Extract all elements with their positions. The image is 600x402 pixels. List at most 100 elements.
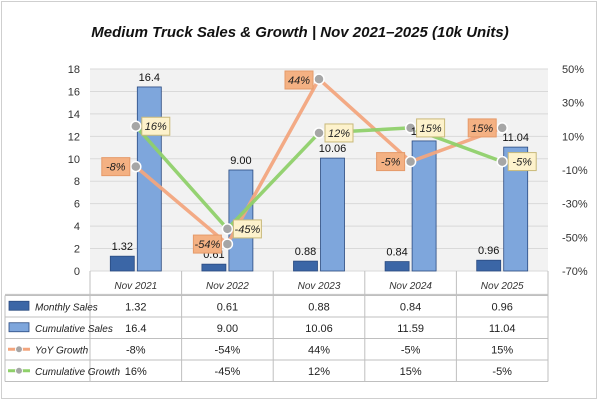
legend-label: YoY Growth bbox=[35, 345, 89, 356]
point-label-text: -45% bbox=[235, 224, 261, 236]
table-cell: 44% bbox=[308, 344, 330, 356]
point-label-box bbox=[376, 152, 406, 172]
plot-background bbox=[90, 69, 548, 271]
category-label: Nov 2025 bbox=[481, 281, 524, 292]
line-point bbox=[313, 127, 325, 139]
point-label-text: -5% bbox=[512, 157, 532, 169]
lines bbox=[130, 73, 508, 250]
category-label: Nov 2022 bbox=[206, 281, 249, 292]
point-label-box bbox=[324, 123, 354, 143]
table-cell: 12% bbox=[308, 366, 330, 378]
bar-label: 9.00 bbox=[230, 155, 251, 167]
y-tick-label: 0 bbox=[74, 266, 80, 278]
y-tick-label: 16 bbox=[68, 86, 80, 98]
table-cell: -54% bbox=[215, 344, 241, 356]
point-label-text: 15% bbox=[471, 123, 493, 135]
point-label: -5% bbox=[376, 152, 406, 172]
legend-key bbox=[8, 322, 30, 333]
table-cell: 0.88 bbox=[308, 301, 329, 313]
table-cell: 15% bbox=[491, 344, 513, 356]
line-point bbox=[313, 73, 325, 85]
point-label: -45% bbox=[232, 219, 262, 239]
legend-label: Monthly Sales bbox=[35, 302, 98, 313]
point-label-text: -54% bbox=[195, 239, 221, 251]
point-label-box bbox=[101, 157, 131, 177]
y-tick-label: 8 bbox=[74, 176, 80, 188]
point-label: -8% bbox=[101, 157, 131, 177]
y2-tick-label: -30% bbox=[562, 199, 588, 211]
bar-label: 0.88 bbox=[295, 246, 316, 258]
y2-tick-label: 30% bbox=[562, 98, 584, 110]
table-cell: 16% bbox=[125, 366, 147, 378]
table-cell: -5% bbox=[492, 366, 512, 378]
line-point bbox=[496, 122, 508, 134]
legend-key-marker bbox=[15, 366, 23, 375]
y2-tick-label: -70% bbox=[562, 266, 588, 278]
category-label: Nov 2024 bbox=[389, 281, 432, 292]
bar-monthly-sales bbox=[476, 259, 502, 272]
line-point bbox=[496, 155, 508, 168]
category-label: Nov 2021 bbox=[114, 281, 157, 292]
point-label: 44% bbox=[284, 70, 314, 90]
bar-monthly-sales bbox=[109, 255, 135, 272]
table-cell: -5% bbox=[401, 344, 421, 356]
y-axis-left: 0 2 4 6 8 10 12 14 16 18 bbox=[68, 64, 80, 278]
y-axis-right: -70% -50% -30% -10% 10% 30% 50% bbox=[562, 64, 588, 278]
point-label: 16% bbox=[141, 116, 171, 136]
line-point bbox=[404, 155, 417, 168]
point-label-text: -8% bbox=[106, 162, 126, 174]
point-label-box bbox=[232, 219, 262, 239]
point-label-box bbox=[284, 70, 314, 90]
y-tick-label: 18 bbox=[68, 64, 80, 76]
bar-label: 10.06 bbox=[319, 143, 347, 155]
legend-label: Cumulative Sales bbox=[35, 324, 113, 335]
line-point bbox=[130, 160, 142, 173]
y-tick-label: 4 bbox=[74, 221, 80, 233]
line-point bbox=[130, 120, 142, 132]
bar-monthly-sales bbox=[384, 261, 410, 272]
point-label-box bbox=[467, 118, 497, 138]
y2-tick-label: 50% bbox=[562, 64, 584, 76]
plot-area bbox=[90, 69, 548, 271]
table-cell: -45% bbox=[215, 366, 241, 378]
table-cell: 10.06 bbox=[305, 323, 333, 335]
table-cell: 16.4 bbox=[125, 323, 146, 335]
bar-label: 0.96 bbox=[478, 245, 499, 257]
data-labels: 1.3216.40.619.000.8810.060.8411.590.9611… bbox=[101, 70, 537, 261]
y-tick-label: 6 bbox=[74, 199, 80, 211]
table-cell: 11.04 bbox=[489, 323, 516, 335]
table-cell: 0.96 bbox=[491, 301, 512, 313]
table-cell: 9.00 bbox=[217, 323, 238, 335]
point-label-box bbox=[192, 234, 222, 254]
line-point bbox=[221, 238, 234, 250]
bar-label: 11.04 bbox=[502, 132, 529, 144]
line-point bbox=[404, 122, 417, 134]
data-table: Nov 2021 Nov 2022 Nov 2023 Nov 2024 Nov 2025… bbox=[4, 271, 549, 382]
y-tick-label: 12 bbox=[68, 131, 80, 143]
bar-label: 0.84 bbox=[386, 247, 407, 259]
y-tick-label: 2 bbox=[74, 244, 80, 256]
table-cell: 15% bbox=[400, 366, 422, 378]
bar-label: 1.32 bbox=[112, 241, 133, 253]
y2-tick-label: 10% bbox=[562, 131, 584, 143]
table-cell: 11.59 bbox=[397, 323, 424, 335]
table-cell: -8% bbox=[126, 344, 146, 356]
point-label: 15% bbox=[416, 118, 446, 138]
bar-label: 16.4 bbox=[139, 72, 160, 84]
table-cell: 0.61 bbox=[217, 301, 238, 313]
point-label: -5% bbox=[507, 152, 537, 172]
table-cell: 0.84 bbox=[400, 301, 421, 313]
legend-label: Cumulative Growth bbox=[35, 367, 120, 378]
y-tick-label: 10 bbox=[68, 154, 80, 166]
bar-cumulative-sales bbox=[320, 157, 345, 272]
category-label: Nov 2023 bbox=[298, 281, 341, 292]
point-label: -54% bbox=[192, 234, 222, 254]
point-label-text: 15% bbox=[420, 123, 442, 135]
point-label-text: 44% bbox=[288, 75, 310, 87]
point-label: 15% bbox=[467, 118, 497, 138]
point-label-box bbox=[416, 118, 446, 138]
bar-monthly-sales bbox=[293, 260, 318, 272]
point-label-box bbox=[141, 116, 171, 136]
legend-key bbox=[8, 300, 30, 311]
